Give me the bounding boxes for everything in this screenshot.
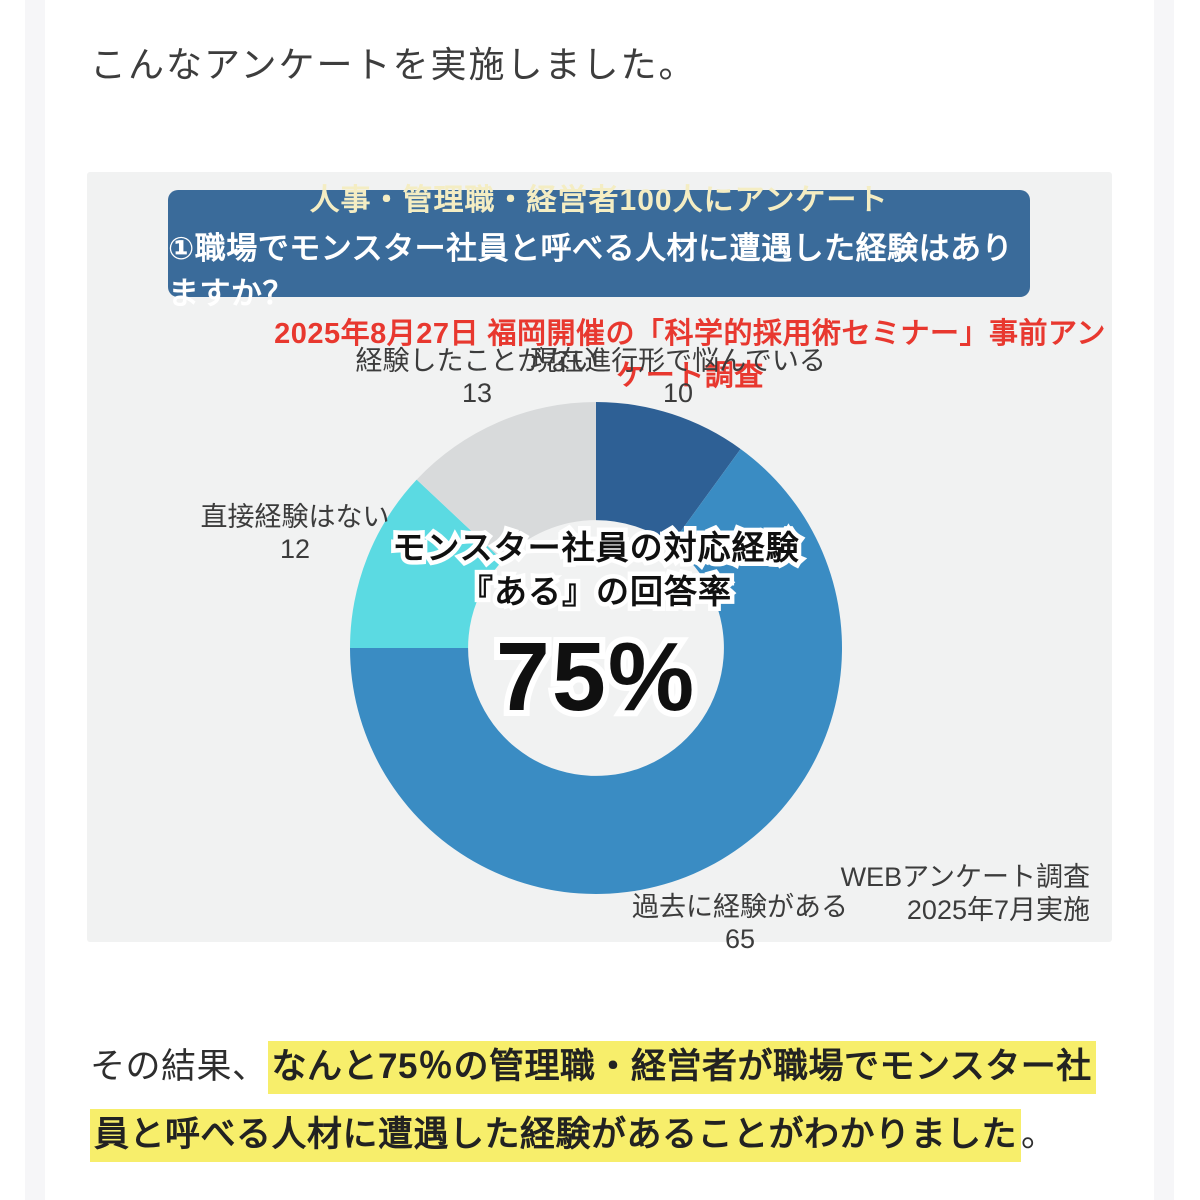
segment-label-text: 経験したことがない [355,346,599,376]
source-line2: 2025年7月実施 [906,895,1090,925]
segment-label-no-direct-experience: 直接経験はない 12 [135,501,455,565]
survey-subtitle: 2025年8月27日 福岡開催の「科学的採用術セミナー」事前アンケート調査 [274,318,1106,392]
center-title: モンスター社員の対応経験 モンスター社員の対応経験 [388,525,803,571]
segment-label-value: 65 [724,924,756,954]
conclusion-prefix: その結果、 [90,1047,268,1086]
donut-ring [350,402,842,894]
segment-label-text: 直接経験はない [200,502,390,532]
segment-label-no-experience: 経験したことがない 13 [317,345,637,409]
right-margin-strip [1154,0,1174,1200]
segment-label-past-experience: 過去に経験がある 65 [580,891,900,955]
donut-segment [416,402,596,561]
left-margin-strip [25,0,45,1200]
conclusion-highlight-2: 員と呼べる人材に遭遇した経験があることがわかりました [90,1109,1022,1162]
segment-label-text: 過去に経験がある [632,892,848,922]
donut-segment [596,402,741,545]
conclusion-paragraph: その結果、 なんと75％の管理職・経営者が職場でモンスター社 員と呼べる人材に遭遇… [90,1033,1150,1169]
conclusion-line-2: 員と呼べる人材に遭遇した経験があることがわかりました。 [90,1101,1150,1169]
donut-segment [350,448,842,894]
donut-chart [350,402,842,894]
segment-label-value: 13 [461,378,493,408]
conclusion-highlight-1: なんと75％の管理職・経営者が職場でモンスター社 [267,1041,1096,1094]
banner-question: ①職場でモンスター社員と呼べる人材に遭遇した経験はありますか？ [168,230,1014,311]
banner-title: 人事・管理職・経営者100人にアンケート [309,183,889,217]
intro-heading: こんなアンケートを実施しました。 [90,44,697,85]
conclusion-suffix: 。 [1021,1115,1057,1154]
segment-label-text: 現在進行形で悩んでいる [530,346,826,376]
source-note: WEBアンケート調査 2025年7月実施 [800,861,1090,927]
segment-label-value: 12 [279,534,311,564]
center-subtitle: 『ある』の回答率 『ある』の回答率 [456,569,736,615]
donut-segment [350,479,503,648]
segment-label-currently-struggling: 現在進行形で悩んでいる 10 [518,345,838,409]
center-percentage: 75% 75% [490,621,700,733]
donut-center-text: モンスター社員の対応経験 モンスター社員の対応経験 『ある』の回答率 『ある』の… [346,525,846,733]
survey-banner: 人事・管理職・経営者100人にアンケート ①職場でモンスター社員と呼べる人材に遭… [168,184,1030,311]
conclusion-line-1: その結果、 なんと75％の管理職・経営者が職場でモンスター社 [90,1033,1150,1101]
segment-label-value: 10 [662,378,694,408]
survey-chart-card: 人事・管理職・経営者100人にアンケート ①職場でモンスター社員と呼べる人材に遭… [87,172,1112,954]
source-line1: WEBアンケート調査 [840,862,1090,892]
